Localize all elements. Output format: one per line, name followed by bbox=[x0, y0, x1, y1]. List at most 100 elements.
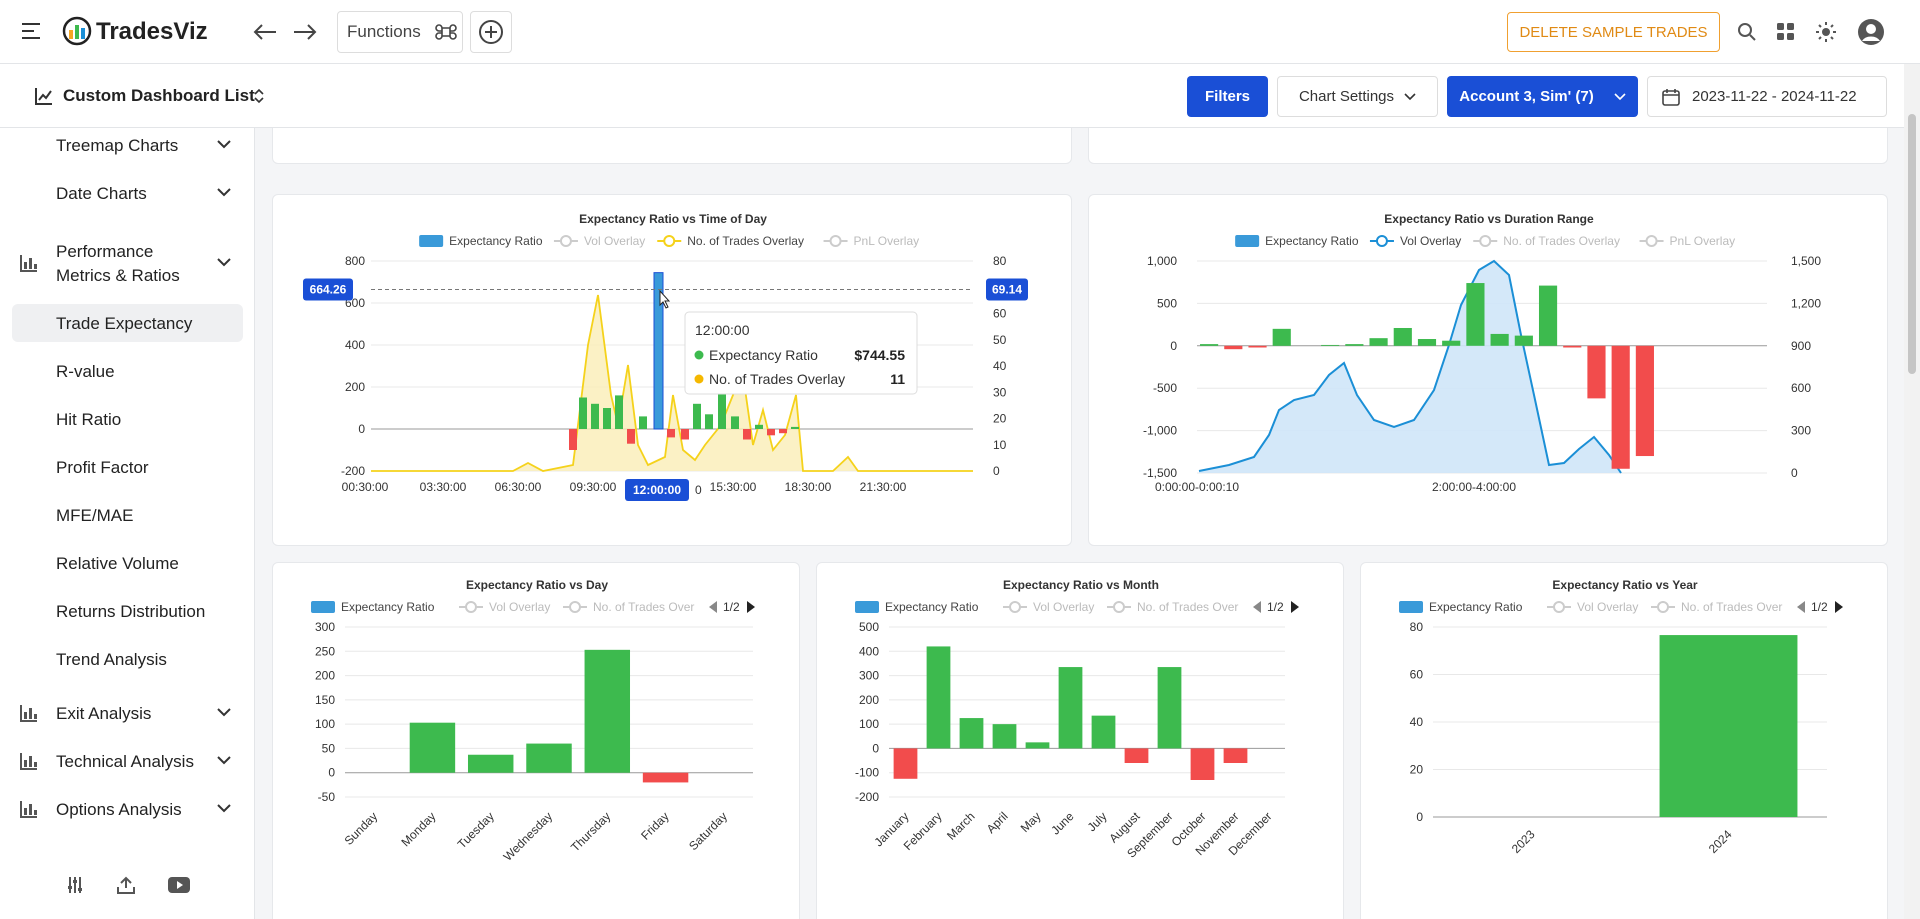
legend-label: No. of Trades Overlay bbox=[687, 234, 804, 248]
bar-chart-icon bbox=[20, 801, 37, 818]
bar bbox=[926, 646, 951, 749]
sidebar-item-treemap-charts[interactable]: Treemap Charts bbox=[0, 136, 255, 166]
x-tick-label: June bbox=[1048, 809, 1077, 838]
account-select-button[interactable]: Account 3, Sim' (7) bbox=[1447, 76, 1638, 117]
bar bbox=[1538, 285, 1558, 346]
sort-chevrons-icon[interactable] bbox=[253, 88, 265, 104]
bar-chart-icon bbox=[20, 753, 37, 770]
y-tick-label: 100 bbox=[859, 717, 879, 731]
bar bbox=[615, 395, 623, 429]
sidebar-item-profit-factor[interactable]: Profit Factor bbox=[56, 458, 149, 477]
add-button[interactable] bbox=[470, 11, 512, 53]
crosshair-y-label: 664.26 bbox=[310, 283, 347, 297]
y-tick-label: 0 bbox=[1170, 339, 1177, 353]
apps-grid-icon[interactable] bbox=[1777, 23, 1795, 41]
sidebar-item-returns-distribution[interactable]: Returns Distribution bbox=[56, 602, 206, 621]
x-tick-label: Thursday bbox=[568, 809, 613, 854]
chevron-down-icon bbox=[217, 140, 231, 149]
y-tick-label: 300 bbox=[1791, 424, 1811, 438]
legend-label: No. of Trades Overlay bbox=[1503, 234, 1620, 248]
bar bbox=[705, 414, 713, 429]
bar-chart-icon bbox=[20, 255, 37, 272]
sidebar-item-mfe-mae[interactable]: MFE/MAE bbox=[56, 506, 134, 525]
chart-duration-range[interactable]: Expectancy Ratio vs Duration Range Expect… bbox=[1089, 195, 1889, 547]
sidebar: Treemap Charts Date Charts Performance M… bbox=[0, 128, 255, 919]
legend-label: Vol Overlay bbox=[584, 234, 645, 248]
chart-line-icon bbox=[35, 88, 52, 105]
sidebar-section-exit-analysis[interactable]: Exit Analysis bbox=[0, 704, 255, 734]
x-tick-label: 21:30:00 bbox=[860, 480, 907, 494]
back-arrow-icon[interactable] bbox=[252, 22, 278, 42]
sidebar-item-trend-analysis[interactable]: Trend Analysis bbox=[56, 650, 167, 669]
chart-panel-year: Expectancy Ratio vs Year Expectancy Ratio… bbox=[1360, 562, 1888, 919]
chart-day[interactable]: Expectancy Ratio vs Day Expectancy Ratio V… bbox=[273, 563, 801, 919]
chart-settings-label: Chart Settings bbox=[1298, 88, 1395, 105]
legend-label: No. of Trades Over bbox=[1681, 600, 1782, 614]
x-tick-label: Friday bbox=[638, 809, 671, 842]
top-bar: TradesViz Functions DELETE SAMPLE TRADES bbox=[0, 0, 1920, 64]
legend-prev-icon bbox=[1797, 601, 1805, 613]
menu-icon[interactable] bbox=[22, 22, 42, 40]
upload-icon[interactable] bbox=[116, 876, 136, 894]
bar bbox=[579, 397, 587, 429]
delete-sample-trades-button[interactable]: DELETE SAMPLE TRADES bbox=[1507, 12, 1720, 52]
sidebar-item-date-charts[interactable]: Date Charts bbox=[0, 184, 255, 214]
sidebar-item-trade-expectancy[interactable]: Trade Expectancy bbox=[12, 304, 243, 342]
bar-chart-icon bbox=[20, 705, 37, 722]
bar bbox=[1611, 345, 1630, 469]
y-tick-label: -200 bbox=[341, 464, 365, 478]
sidebar-item-relative-volume[interactable]: Relative Volume bbox=[56, 554, 179, 573]
sun-icon[interactable] bbox=[1815, 21, 1837, 43]
search-icon[interactable] bbox=[1737, 22, 1757, 42]
sidebar-item-r-value[interactable]: R-value bbox=[56, 362, 115, 381]
y-tick-label: 250 bbox=[315, 644, 335, 658]
y-tick-label: 200 bbox=[345, 380, 365, 394]
bar bbox=[767, 429, 775, 436]
sliders-icon[interactable] bbox=[66, 876, 84, 894]
x-tick-label: 06:30:00 bbox=[495, 480, 542, 494]
y-tick-label: 0 bbox=[328, 766, 335, 780]
bar bbox=[893, 748, 918, 779]
sidebar-section-technical-analysis[interactable]: Technical Analysis bbox=[0, 752, 255, 782]
calendar-icon bbox=[1662, 88, 1680, 106]
chart-title: Expectancy Ratio vs Time of Day bbox=[579, 212, 767, 226]
sidebar-item-hit-ratio[interactable]: Hit Ratio bbox=[56, 410, 122, 429]
bar bbox=[779, 429, 787, 434]
sidebar-section-options-analysis[interactable]: Options Analysis bbox=[0, 800, 255, 830]
user-avatar-icon[interactable] bbox=[1857, 18, 1885, 46]
sidebar-section-label-line2: Metrics & Ratios bbox=[56, 266, 180, 285]
tradesviz-logo-icon bbox=[62, 16, 92, 46]
legend-marker bbox=[663, 235, 676, 247]
chart-year[interactable]: Expectancy Ratio vs Year Expectancy Ratio… bbox=[1361, 563, 1889, 919]
forward-arrow-icon[interactable] bbox=[292, 22, 318, 42]
filters-button[interactable]: Filters bbox=[1187, 76, 1268, 117]
scrollbar-thumb[interactable] bbox=[1908, 114, 1916, 374]
chevron-down-icon bbox=[217, 708, 231, 717]
x-tick-label: April bbox=[984, 809, 1011, 836]
y-tick-label: 1,500 bbox=[1791, 254, 1821, 268]
dashboard-list-title[interactable]: Custom Dashboard List bbox=[63, 86, 255, 105]
chevron-down-icon bbox=[217, 258, 231, 267]
legend-marker bbox=[1375, 235, 1388, 247]
y-tick-label: 400 bbox=[345, 338, 365, 352]
scrollbar[interactable] bbox=[1904, 64, 1920, 919]
date-range-picker[interactable]: 2023-11-22 - 2024-11-22 bbox=[1647, 76, 1887, 117]
functions-button[interactable]: Functions bbox=[337, 11, 463, 53]
sidebar-item-label: Treemap Charts bbox=[56, 136, 179, 155]
chart-panel-day: Expectancy Ratio vs Day Expectancy Ratio V… bbox=[272, 562, 800, 919]
bar bbox=[959, 718, 984, 749]
x-tick-label: 0:00:00-0:00:10 bbox=[1155, 480, 1239, 494]
bar bbox=[1190, 748, 1215, 780]
chart-settings-button[interactable]: Chart Settings bbox=[1277, 76, 1438, 117]
legend-label: Vol Overlay bbox=[1033, 600, 1094, 614]
youtube-icon[interactable] bbox=[168, 877, 190, 893]
bar bbox=[693, 403, 701, 429]
bar bbox=[718, 387, 726, 429]
bar bbox=[791, 426, 799, 429]
chart-time-of-day[interactable]: Expectancy Ratio vs Time of Day Expectanc… bbox=[273, 195, 1073, 547]
sidebar-section-label-line1: Performance bbox=[56, 242, 154, 261]
sidebar-section-performance-metrics[interactable]: Performance Metrics & Ratios bbox=[0, 240, 255, 290]
y-tick-label: 0 bbox=[993, 464, 1000, 478]
chart-panel-top-left bbox=[272, 128, 1072, 164]
chart-month[interactable]: Expectancy Ratio vs Month Expectancy Rati… bbox=[817, 563, 1345, 919]
